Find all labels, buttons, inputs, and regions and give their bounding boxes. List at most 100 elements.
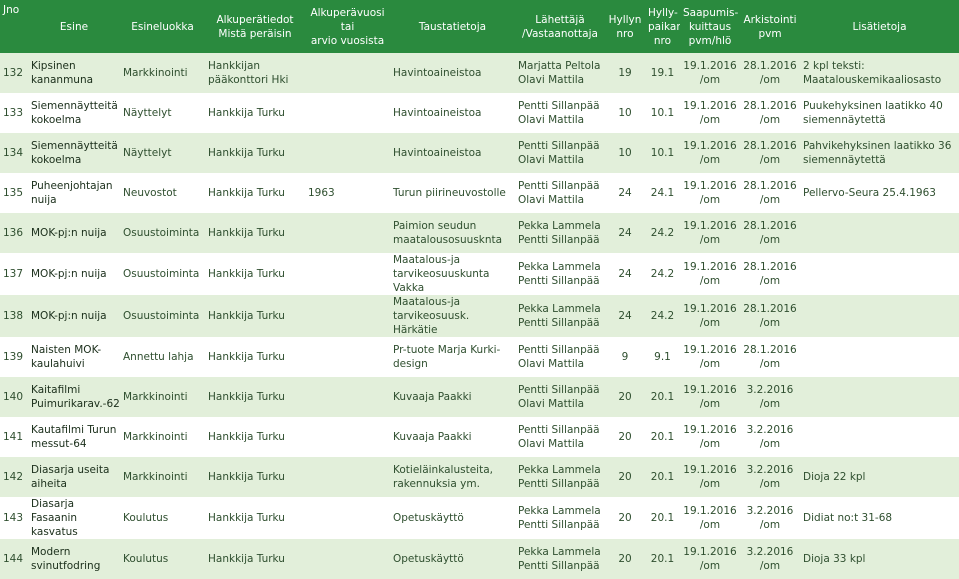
table-cell bbox=[305, 417, 390, 457]
table-cell: Kuvaaja Paakki bbox=[390, 377, 515, 417]
table-cell: Puukehyksinen laatikko 40 siemennäytettä bbox=[803, 100, 943, 126]
table-cell: 10.1 bbox=[645, 133, 680, 173]
table-cell: 138 bbox=[0, 295, 28, 337]
table-cell: 140 bbox=[0, 377, 28, 417]
table-cell: 19.1.2016 /om bbox=[680, 295, 740, 337]
table-cell: 28.1.2016 /om bbox=[740, 133, 800, 173]
header-cell: Esine bbox=[28, 0, 120, 53]
header-cell: Lähettäjä /Vastaanottaja bbox=[515, 0, 605, 53]
table-cell: 20.1 bbox=[645, 457, 680, 497]
table-cell: 20 bbox=[618, 431, 632, 443]
table-cell: Pentti Sillanpää Olavi Mattila bbox=[518, 100, 600, 126]
table-cell: 24.2 bbox=[645, 213, 680, 253]
table-cell: Pentti Sillanpää Olavi Mattila bbox=[518, 180, 600, 206]
table-cell: Pahvikehyksinen laatikko 36 siemennäytet… bbox=[800, 133, 959, 173]
table-cell: 24 bbox=[605, 295, 645, 337]
table-cell: 142 bbox=[0, 457, 28, 497]
table-cell: Koulutus bbox=[120, 539, 205, 579]
table-cell: Havintoaineistoa bbox=[393, 107, 482, 119]
table-cell: 141 bbox=[3, 431, 24, 443]
table-cell: 10.1 bbox=[650, 107, 675, 119]
table-cell: 20 bbox=[618, 512, 632, 524]
table-cell: Maatalous-ja tarvikeosuusk. Härkätie bbox=[390, 295, 515, 337]
table-cell: Osuustoiminta bbox=[120, 295, 205, 337]
table-row: 144 Modern svinutfodring Koulutus Hankkija … bbox=[0, 539, 959, 579]
table-cell: MOK-pj:n nuija bbox=[28, 213, 120, 253]
table-cell: Pentti Sillanpää Olavi Mattila bbox=[515, 133, 605, 173]
table-cell: 139 bbox=[3, 351, 24, 363]
table-cell: 19.1.2016 /om bbox=[680, 539, 740, 579]
table-cell bbox=[305, 213, 390, 253]
table-cell: 20.1 bbox=[650, 512, 675, 524]
table-row: 136 MOK-pj:n nuija Osuustoiminta Hankkija T… bbox=[0, 213, 959, 253]
table-cell: Hankkija Turku bbox=[205, 539, 305, 579]
table-cell: Hankkija Turku bbox=[208, 512, 285, 524]
table-cell: Hankkija Turku bbox=[208, 431, 285, 443]
table-cell: Pentti Sillanpää Olavi Mattila bbox=[515, 377, 605, 417]
table-cell: Pentti Sillanpää Olavi Mattila bbox=[518, 344, 600, 370]
header-cell: Arkistointi pvm bbox=[740, 0, 800, 53]
table-cell: 24.1 bbox=[650, 187, 675, 199]
table-cell: 19.1.2016 /om bbox=[680, 213, 740, 253]
table-cell: 19.1.2016 /om bbox=[680, 133, 740, 173]
table-cell: 10 bbox=[605, 133, 645, 173]
table-cell: Hankkija Turku bbox=[208, 268, 285, 280]
table-cell: Dioja 33 kpl bbox=[800, 539, 959, 579]
table-cell: 1963 bbox=[308, 187, 335, 199]
table-cell bbox=[800, 253, 959, 295]
table-cell: Opetuskäyttö bbox=[390, 539, 515, 579]
table-row: 134 Siemennäytteitä kokoelma Näyttelyt Hank… bbox=[0, 133, 959, 173]
table-cell: 19.1.2016 /om bbox=[683, 261, 737, 287]
table-cell bbox=[305, 497, 390, 539]
header-cell: Jno bbox=[0, 0, 28, 53]
table-cell: 28.1.2016 /om bbox=[743, 100, 797, 126]
table-cell: Pekka Lammela Pentti Sillanpää bbox=[518, 505, 601, 531]
table-cell: 2 kpl teksti: Maatalouskemikaaliosasto bbox=[800, 53, 959, 93]
table-cell: 24 bbox=[605, 213, 645, 253]
header-cell: Hylly- paikan nro bbox=[645, 0, 680, 53]
table-cell: 135 bbox=[3, 187, 24, 199]
table-cell: 143 bbox=[3, 512, 24, 524]
table-cell: Maatalous-ja tarvikeosuuskunta Vakka bbox=[393, 254, 490, 294]
table-row: 133 Siemennäytteitä kokoelma Näyttelyt Hank… bbox=[0, 93, 959, 133]
table-cell: Opetuskäyttö bbox=[393, 512, 464, 524]
table-cell: Neuvostot bbox=[123, 187, 177, 199]
table-cell: 24 bbox=[618, 187, 632, 199]
table-cell: 144 bbox=[0, 539, 28, 579]
table-cell: Annettu lahja bbox=[123, 351, 194, 363]
table-cell bbox=[800, 295, 959, 337]
table-cell: Markkinointi bbox=[123, 431, 188, 443]
table-cell: 9 bbox=[621, 351, 629, 363]
table-cell: Kipsinen kananmuna bbox=[28, 53, 120, 93]
table-cell: Diasarja useita aiheita bbox=[28, 457, 120, 497]
table-cell: 24.2 bbox=[650, 268, 675, 280]
header-cell: Alkuperävuosi tai arvio vuosista bbox=[305, 0, 390, 53]
table-cell: Hankkija Turku bbox=[205, 295, 305, 337]
table-cell: Pekka Lammela Pentti Sillanpää bbox=[515, 213, 605, 253]
table-cell: 137 bbox=[3, 268, 24, 280]
table-cell: Pr-tuote Marja Kurki- design bbox=[393, 344, 501, 370]
table-cell: Pellervo-Seura 25.4.1963 bbox=[803, 187, 936, 199]
header-cell: Hyllyn nro bbox=[605, 0, 645, 53]
table-cell: Osuustoiminta bbox=[120, 213, 205, 253]
table-cell: Kotieläinkalusteita, rakennuksia ym. bbox=[390, 457, 515, 497]
table-body: 132 Kipsinen kananmuna Markkinointi Hankkij… bbox=[0, 53, 959, 579]
table-cell: Pekka Lammela Pentti Sillanpää bbox=[515, 539, 605, 579]
table-cell: 20 bbox=[605, 539, 645, 579]
header-row: Jno Esine Esineluokka Alkuperätiedot Mistä … bbox=[0, 0, 959, 53]
table-cell: 24.2 bbox=[645, 295, 680, 337]
table-cell bbox=[305, 133, 390, 173]
table-cell: Siemennäytteitä kokoelma bbox=[31, 100, 118, 126]
table-cell: Pekka Lammela Pentti Sillanpää bbox=[518, 261, 601, 287]
table-cell: 24 bbox=[618, 268, 632, 280]
table-cell: 3.2.2016 /om bbox=[740, 457, 800, 497]
table-cell bbox=[305, 295, 390, 337]
header-cell: Lisätietoja bbox=[800, 0, 959, 53]
table-cell: Markkinointi bbox=[120, 457, 205, 497]
table-cell: 28.1.2016 /om bbox=[740, 53, 800, 93]
table-cell bbox=[305, 93, 390, 133]
table-cell: 20.1 bbox=[645, 539, 680, 579]
table-cell bbox=[800, 213, 959, 253]
table-cell: 133 bbox=[3, 107, 24, 119]
